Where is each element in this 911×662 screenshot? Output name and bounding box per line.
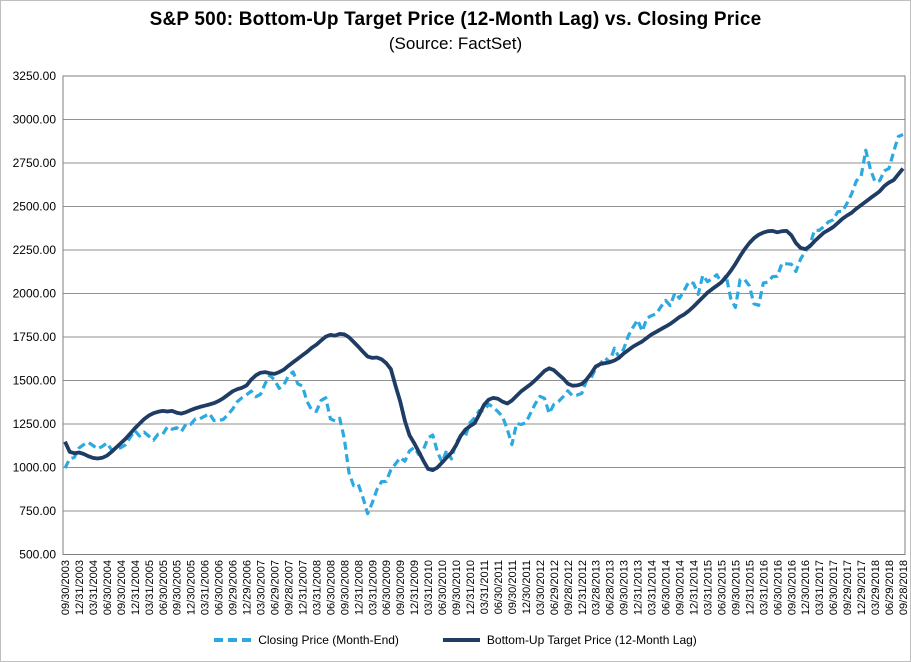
x-tick-label: 09/30/2003 [60,560,72,615]
chart-subtitle: (Source: FactSet) [388,34,523,53]
y-tick-label: 2250.00 [13,243,57,257]
closing-price-line [63,133,904,516]
legend-item-closing-price: Closing Price (Month-End) [214,633,399,647]
x-tick-label: 09/28/2012 [563,560,575,615]
x-tick-label: 06/29/2018 [884,560,896,615]
x-tick-label: 12/31/2003 [74,560,86,615]
x-tick-label: 06/30/2010 [437,560,449,615]
x-tick-label: 03/30/2012 [535,560,547,615]
x-tick-label: 09/28/2018 [898,560,910,615]
x-tick-label: 06/30/2006 [214,560,226,615]
y-tick-label: 3250.00 [13,69,57,83]
legend: Closing Price (Month-End) Bottom-Up Targ… [1,633,910,647]
x-tick-label: 03/31/2005 [144,560,156,615]
target-price-line [63,167,905,473]
x-tick-label: 09/30/2014 [675,560,687,615]
x-tick-label: 03/31/2016 [758,560,770,615]
y-tick-label: 1250.00 [13,417,57,431]
y-tick-label: 2000.00 [13,287,57,301]
x-tick-label: 03/31/2006 [200,560,212,615]
x-tick-label: 09/30/2008 [339,560,351,615]
x-tick-label: 06/30/2004 [102,560,114,615]
x-tick-label: 03/31/2017 [814,560,826,615]
legend-item-target-price: Bottom-Up Target Price (12-Month Lag) [442,633,697,647]
y-tick-label: 750.00 [19,504,56,518]
x-tick-label: 12/31/2012 [577,560,589,615]
x-tick-label: 03/31/2009 [367,560,379,615]
x-tick-label: 06/30/2008 [325,560,337,615]
x-tick-label: 06/30/2015 [716,560,728,615]
x-tick-label: 12/31/2013 [633,560,645,615]
x-tick-label: 12/30/2011 [521,560,533,614]
x-tick-label: 09/30/2004 [116,560,128,615]
x-tick-label: 09/30/2011 [507,560,519,614]
x-tick-label: 03/31/2014 [647,560,659,615]
x-tick-label: 12/31/2004 [130,560,142,615]
y-tick-label: 1000.00 [13,461,57,475]
y-tick-label: 2750.00 [13,156,57,170]
legend-label-target-price: Bottom-Up Target Price (12-Month Lag) [486,633,697,647]
x-tick-label: 06/30/2017 [828,560,840,615]
x-tick-label: 06/29/2007 [270,560,282,615]
y-tick-label: 1500.00 [13,374,57,388]
x-tick-label: 12/31/2010 [465,560,477,615]
x-tick-label: 12/31/2015 [744,560,756,615]
x-tick-label: 09/28/2007 [283,560,295,615]
x-tick-label: 12/29/2006 [242,560,254,615]
x-tick-label: 06/29/2012 [549,560,561,615]
target-price-line-sample [442,638,480,642]
x-tick-label: 09/30/2010 [451,560,463,615]
x-tick-label: 12/31/2008 [353,560,365,615]
x-tick-label: 06/30/2011 [493,560,505,614]
closing-price-line-sample [214,638,252,642]
x-tick-label: 03/30/2007 [256,560,268,615]
y-tick-label: 500.00 [19,548,56,562]
x-tick-label: 09/29/2006 [228,560,240,615]
x-tick-label: 06/30/2009 [381,560,393,615]
x-tick-label: 03/29/2018 [870,560,882,615]
x-tick-label: 09/30/2013 [619,560,631,615]
x-tick-label: 03/31/2015 [702,560,714,615]
plot-border [62,75,906,556]
x-tick-label: 03/31/2010 [423,560,435,615]
x-tick-label: 09/30/2005 [172,560,184,615]
y-tick-label: 2500.00 [13,200,57,214]
x-tick-label: 09/30/2015 [730,560,742,615]
y-tick-label: 1750.00 [13,330,57,344]
x-tick-label: 12/29/2017 [856,560,868,615]
legend-label-closing-price: Closing Price (Month-End) [258,633,399,647]
x-tick-label: 06/30/2016 [772,560,784,615]
y-tick-label: 3000.00 [13,113,57,127]
x-tick-label: 03/31/2008 [311,560,323,615]
x-tick-label: 09/29/2017 [842,560,854,615]
x-tick-label: 06/30/2014 [661,560,673,615]
x-tick-label: 12/31/2009 [409,560,421,615]
x-tick-label: 09/30/2009 [395,560,407,615]
x-tick-label: 12/31/2014 [689,560,701,615]
x-tick-label: 12/31/2007 [297,560,309,615]
x-tick-label: 12/30/2005 [186,560,198,615]
x-tick-label: 03/31/2011 [479,560,491,614]
x-tick-label: 03/31/2004 [88,560,100,615]
x-tick-label: 03/28/2013 [591,560,603,615]
x-tick-label: 12/30/2016 [800,560,812,615]
x-tick-label: 06/30/2005 [158,560,170,615]
x-tick-label: 09/30/2016 [786,560,798,615]
x-tick-label: 06/28/2013 [605,560,617,615]
chart-title: S&P 500: Bottom-Up Target Price (12-Mont… [149,9,762,30]
